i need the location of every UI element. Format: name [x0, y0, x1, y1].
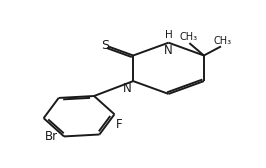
Text: N: N	[123, 82, 132, 95]
Text: H: H	[165, 30, 172, 40]
Text: Br: Br	[45, 130, 58, 143]
Text: N: N	[164, 44, 173, 56]
Text: CH₃: CH₃	[213, 36, 231, 46]
Text: CH₃: CH₃	[179, 32, 197, 42]
Text: F: F	[116, 118, 122, 131]
Text: S: S	[102, 39, 110, 52]
